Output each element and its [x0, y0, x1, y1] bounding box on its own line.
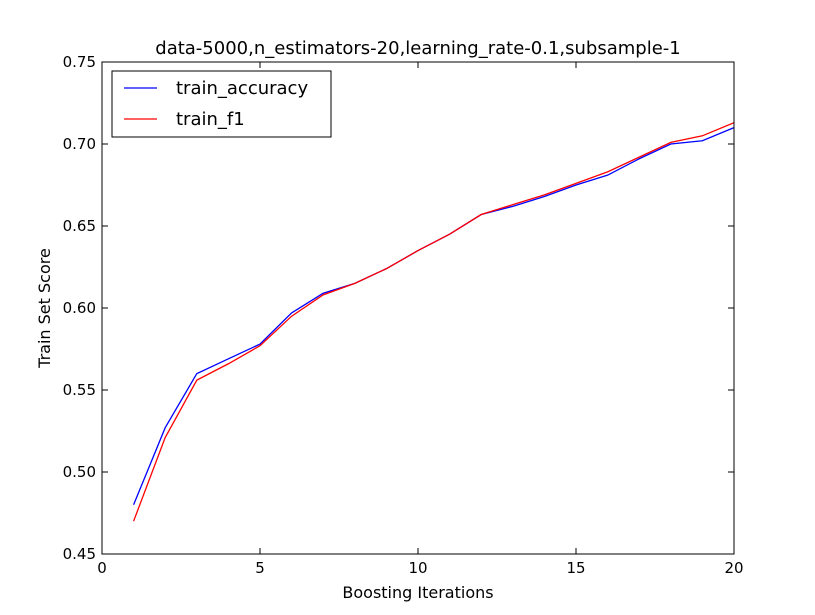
- series-line-train_f1: [132, 122, 735, 522]
- y-tick-label: 0.65: [63, 217, 96, 235]
- y-tick-label: 0.70: [63, 135, 96, 153]
- x-tick-label: 15: [566, 559, 585, 577]
- y-axis-label: Train Set Score: [35, 248, 54, 369]
- legend-label-train_accuracy: train_accuracy: [176, 78, 308, 99]
- x-tick-label: 10: [408, 559, 427, 577]
- x-tick-label: 5: [255, 559, 265, 577]
- x-tick-label: 20: [724, 559, 743, 577]
- legend-box: [111, 70, 332, 138]
- y-tick-label: 0.60: [63, 299, 96, 317]
- y-tick-label: 0.50: [63, 463, 96, 481]
- chart-title: data-5000,n_estimators-20,learning_rate-…: [155, 38, 680, 59]
- x-tick-label: 0: [97, 559, 107, 577]
- y-tick-label: 0.55: [63, 381, 96, 399]
- x-axis-label: Boosting Iterations: [342, 583, 493, 602]
- legend-label-train_f1: train_f1: [176, 109, 245, 130]
- legend: train_accuracy train_f1: [111, 70, 332, 138]
- plot-area: 0 5 10 15 20 0.45 0.50 0.55 0.60 0.65 0.70 0.75 trai…: [63, 53, 744, 577]
- y-tick-label: 0.45: [63, 545, 96, 563]
- y-tick-label: 0.75: [63, 53, 96, 71]
